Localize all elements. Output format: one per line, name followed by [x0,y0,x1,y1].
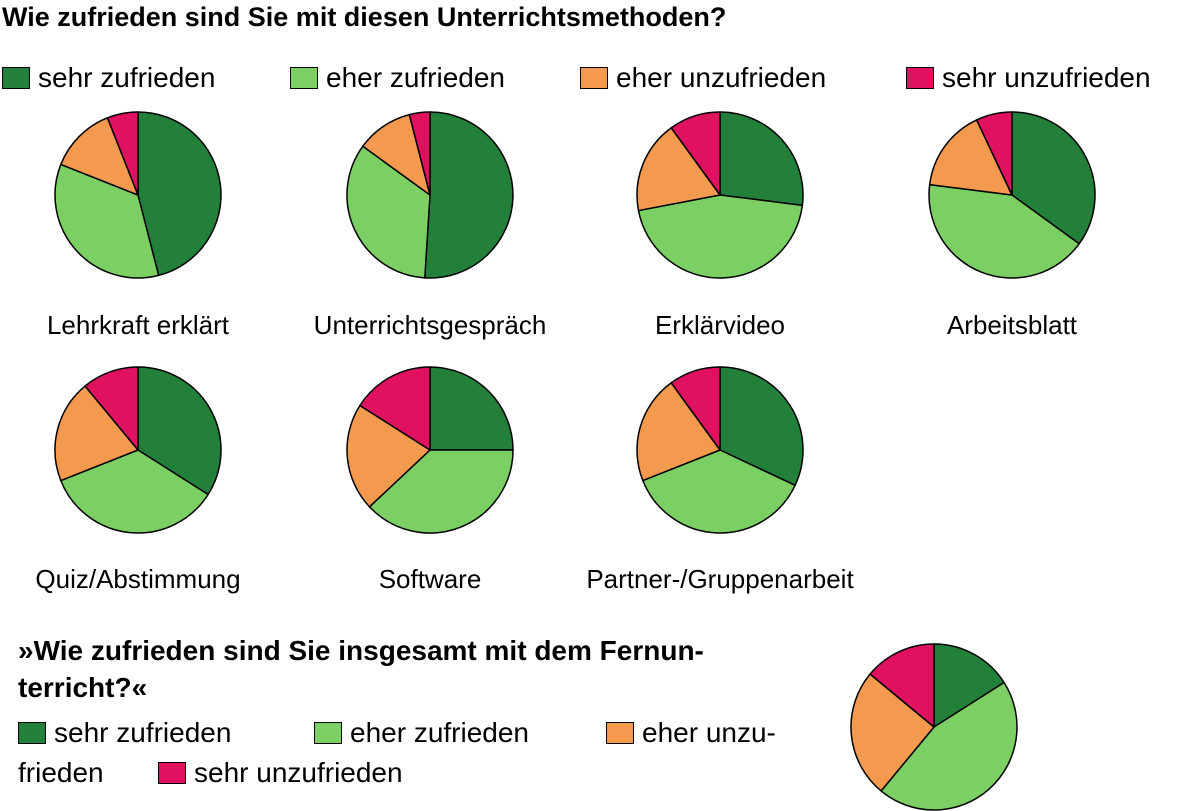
pie-slice-sehr-unzufrieden [408,111,431,196]
pie-slice-eher-unzufrieden [54,385,139,482]
pie-lehrkraft-erklärt: Lehrkraft erklärt [47,111,230,340]
overall-legend-item-sehr-unzufrieden: sehr unzufrieden [158,754,403,792]
pie-slice-sehr-zufrieden [719,111,804,207]
legend-item-sehr-zufrieden: sehr zufrieden [2,60,215,96]
pie-slice-eher-unzufrieden [60,117,139,196]
pie-slice-eher-zufrieden [346,145,431,279]
pie-quiz-abstimmung: Quiz/Abstimmung [35,366,241,594]
pie-slice-sehr-unzufrieden [84,366,139,451]
pie-slice-eher-unzufrieden [636,127,721,212]
pie-slice-eher-zufrieden [54,163,160,279]
overall-swatch-sehr-unzufrieden [158,762,186,784]
pie-label: Lehrkraft erklärt [47,310,230,340]
legend-item-eher-zufrieden: eher zufrieden [290,60,505,96]
pie-slice-sehr-zufrieden [429,366,514,451]
legend-swatch-eher-zufrieden [290,67,318,89]
pie-slice-eher-zufrieden [642,449,796,534]
legend-swatch-sehr-zufrieden [2,67,30,89]
overall-question-line1: »Wie zufrieden sind Sie insgesamt mit de… [18,635,704,666]
pie-slice-sehr-zufrieden [933,643,1005,728]
pie-slice-sehr-unzufrieden [359,366,431,451]
legend-swatch-sehr-unzufrieden [906,67,934,89]
overall-label-sehr-zufrieden: sehr zufrieden [54,717,232,748]
overall-legend-item-eher-unzufrieden: eher unzu- [606,714,776,752]
overall-swatch-sehr-zufrieden [18,722,46,744]
overall-label-eher-unzufrieden-part2: frieden [18,757,104,788]
overall-label-eher-zufrieden: eher zufrieden [350,717,530,748]
pie-partner-gruppenarbeit: Partner-/Gruppenarbeit [586,366,854,594]
pie-slice-sehr-zufrieden [424,111,514,279]
overall-question: »Wie zufrieden sind Sie insgesamt mit de… [18,632,818,706]
legend-label-sehr-zufrieden: sehr zufrieden [38,62,216,93]
pie-unterrichtsgespräch: Unterrichtsgespräch [314,111,547,340]
legend-label-eher-unzufrieden: eher unzufrieden [616,62,827,93]
pie-slice-eher-zufrieden [60,449,209,534]
legend-swatch-eher-unzufrieden [580,67,608,89]
overall-label-sehr-unzufrieden: sehr unzufrieden [194,757,403,788]
pie-slice-eher-unzufrieden [346,404,431,508]
pie-slice-sehr-unzufrieden [670,366,721,451]
legend: sehr zufrieden eher zufrieden eher unzuf… [0,60,1200,96]
pie-slice-eher-zufrieden [880,681,1018,811]
pie-slice-eher-zufrieden [368,449,514,534]
legend-label-sehr-unzufrieden: sehr unzufrieden [942,62,1151,93]
pie-slice-sehr-unzufrieden [975,111,1013,196]
pie-slice-eher-zufrieden [637,194,804,279]
overall-legend-item-eher-unzufrieden-cont: frieden [18,754,104,792]
pie-slice-sehr-zufrieden [719,366,804,487]
pie-slice-sehr-zufrieden [1011,111,1096,245]
pie-slice-sehr-unzufrieden [106,111,139,196]
pie-slice-eher-zufrieden [928,183,1080,279]
pie-label: Arbeitsblatt [947,310,1078,340]
legend-item-eher-unzufrieden: eher unzufrieden [580,60,826,96]
overall-label-eher-unzufrieden-part1: eher unzu- [642,717,776,748]
legend-label-eher-zufrieden: eher zufrieden [326,62,506,93]
overall-legend-item-eher-zufrieden: eher zufrieden [314,714,529,752]
overall-question-line2: terricht?« [18,672,148,703]
pie-slice-sehr-zufrieden [137,111,222,277]
pie-slice-sehr-unzufrieden [869,643,935,728]
pie-label: Partner-/Gruppenarbeit [586,564,854,594]
overall-legend-item-sehr-zufrieden: sehr zufrieden [18,714,231,752]
pie-label: Software [379,564,482,594]
overall-swatch-eher-zufrieden [314,722,342,744]
pie-arbeitsblatt: Arbeitsblatt [928,111,1096,340]
pie-erklärvideo: Erklärvideo [636,111,804,340]
legend-item-sehr-unzufrieden: sehr unzufrieden [906,60,1151,96]
pie-slice-sehr-unzufrieden [670,111,721,196]
pie-overall [850,643,1018,811]
overall-swatch-eher-unzufrieden [606,722,634,744]
pie-slice-eher-unzufrieden [850,673,935,792]
pie-label: Erklärvideo [655,310,785,340]
pie-software: Software [346,366,514,594]
pie-label: Unterrichtsgespräch [314,310,547,340]
chart-title: Wie zufrieden sind Sie mit diesen Unterr… [2,2,727,32]
pie-label: Quiz/Abstimmung [35,564,240,594]
pie-slice-eher-unzufrieden [928,119,1013,196]
pie-slice-eher-unzufrieden [636,382,721,482]
